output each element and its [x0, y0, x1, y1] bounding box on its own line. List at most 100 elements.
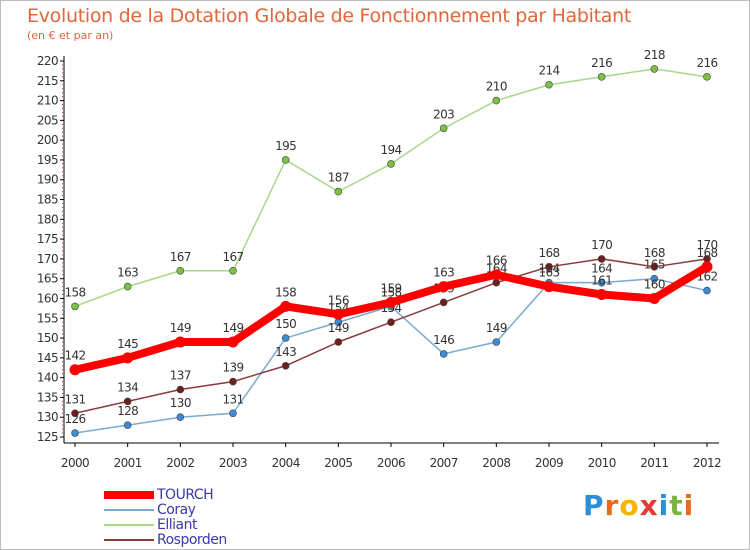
data-label-coray-2002: 130	[170, 396, 191, 410]
data-point-tourch-2005	[332, 308, 344, 320]
data-label-coray-2006: 158	[380, 285, 401, 299]
y-minor-tick	[62, 400, 63, 402]
y-minor-tick	[62, 202, 63, 204]
y-minor-tick	[62, 76, 63, 78]
chart-subtitle: (en € et par an)	[27, 29, 114, 42]
y-tick-label-175: 175	[37, 232, 58, 246]
y-minor-tick	[62, 381, 63, 383]
data-label-tourch-2000: 142	[64, 349, 85, 363]
x-tick-label-2007: 2007	[430, 456, 458, 470]
data-point-tourch-2003	[227, 336, 239, 348]
logo-letter: r	[604, 489, 620, 522]
y-tick-label-125: 125	[37, 430, 58, 444]
x-tick-label-2012: 2012	[693, 456, 721, 470]
y-minor-tick	[62, 301, 63, 303]
data-label-elliant-2004: 195	[275, 139, 296, 153]
y-minor-tick	[62, 175, 63, 177]
x-tick-label-2006: 2006	[377, 456, 405, 470]
data-label-elliant-2002: 167	[170, 250, 191, 264]
y-tick-label-155: 155	[37, 311, 58, 325]
y-minor-tick	[62, 404, 63, 406]
y-minor-tick	[62, 206, 63, 208]
y-minor-tick	[62, 373, 63, 375]
data-label-elliant-2008: 210	[486, 80, 507, 94]
x-tick-label-2009: 2009	[535, 456, 563, 470]
y-minor-tick	[62, 222, 63, 224]
data-label-elliant-2010: 216	[591, 56, 612, 70]
data-point-tourch-2011	[648, 292, 660, 304]
x-tick-label-2002: 2002	[166, 456, 194, 470]
data-point-elliant-2007	[439, 124, 448, 133]
legend-swatch-coray	[104, 508, 154, 511]
data-point-elliant-2012	[703, 73, 711, 81]
data-point-coray-2012	[703, 286, 711, 295]
y-minor-tick	[62, 412, 63, 414]
y-minor-tick	[62, 72, 63, 74]
x-tick-label-2000: 2000	[61, 456, 89, 470]
legend-item-tourch: TOURCH	[104, 487, 227, 503]
data-point-coray-2000	[71, 429, 79, 437]
y-tick-label-220: 220	[37, 54, 58, 68]
y-minor-tick	[62, 294, 63, 296]
y-minor-tick	[62, 242, 63, 244]
data-label-rosporden-2004: 143	[275, 345, 296, 359]
logo-letter: P	[583, 489, 605, 522]
data-label-tourch-2005: 156	[328, 293, 349, 307]
y-minor-tick	[62, 345, 63, 347]
data-point-rosporden-2003	[229, 377, 237, 386]
y-minor-tick	[62, 341, 63, 343]
data-point-coray-2004	[281, 334, 290, 342]
y-minor-tick	[62, 143, 63, 145]
data-label-rosporden-2000: 131	[64, 392, 85, 406]
data-point-rosporden-2005	[334, 338, 343, 346]
data-point-rosporden-2000	[71, 409, 79, 418]
data-label-elliant-2011: 218	[644, 48, 665, 62]
y-minor-tick	[62, 210, 63, 212]
data-point-tourch-2009	[543, 281, 555, 293]
y-minor-tick	[62, 214, 63, 216]
y-minor-tick	[62, 290, 63, 292]
y-minor-tick	[62, 254, 63, 256]
data-point-elliant-2005	[334, 187, 343, 196]
data-label-tourch-2011: 160	[644, 277, 665, 291]
y-minor-tick	[62, 270, 63, 272]
x-tick-label-2008: 2008	[482, 456, 510, 470]
data-label-elliant-2006: 194	[380, 143, 401, 157]
y-minor-tick	[62, 191, 63, 193]
data-point-elliant-2002	[176, 266, 185, 275]
data-label-coray-2004: 150	[275, 317, 296, 331]
data-point-rosporden-2004	[281, 361, 290, 370]
y-minor-tick	[62, 147, 63, 149]
data-label-elliant-2005: 187	[328, 171, 349, 185]
y-tick-label-145: 145	[37, 351, 58, 365]
data-label-coray-2003: 131	[222, 392, 243, 406]
data-point-tourch-2004	[280, 300, 292, 312]
y-minor-tick	[62, 187, 63, 189]
data-label-tourch-2002: 149	[170, 321, 191, 335]
y-minor-tick	[62, 392, 63, 394]
x-tick-label-2005: 2005	[324, 456, 352, 470]
y-minor-tick	[62, 424, 63, 426]
y-minor-tick	[62, 123, 63, 125]
logo-letter: i	[658, 489, 670, 522]
y-minor-tick	[62, 151, 63, 153]
legend-item-elliant: Elliant	[104, 517, 227, 533]
y-minor-tick	[62, 88, 63, 90]
y-minor-tick	[62, 107, 63, 109]
y-minor-tick	[62, 325, 63, 327]
data-label-tourch-2001: 145	[117, 337, 138, 351]
y-minor-tick	[62, 309, 63, 311]
y-minor-tick	[62, 385, 63, 387]
y-tick-label-215: 215	[37, 74, 58, 88]
data-point-coray-2002	[176, 413, 185, 422]
data-label-tourch-2008: 166	[486, 254, 507, 268]
y-tick-label-170: 170	[37, 252, 58, 266]
y-minor-tick	[62, 329, 63, 331]
y-tick-label-205: 205	[37, 113, 58, 127]
y-minor-tick	[62, 226, 63, 228]
data-point-rosporden-2010	[597, 255, 606, 263]
data-point-rosporden-2009	[545, 263, 553, 271]
y-minor-tick	[62, 234, 63, 236]
logo-letter: t	[669, 489, 684, 522]
data-point-rosporden-2002	[176, 385, 185, 394]
